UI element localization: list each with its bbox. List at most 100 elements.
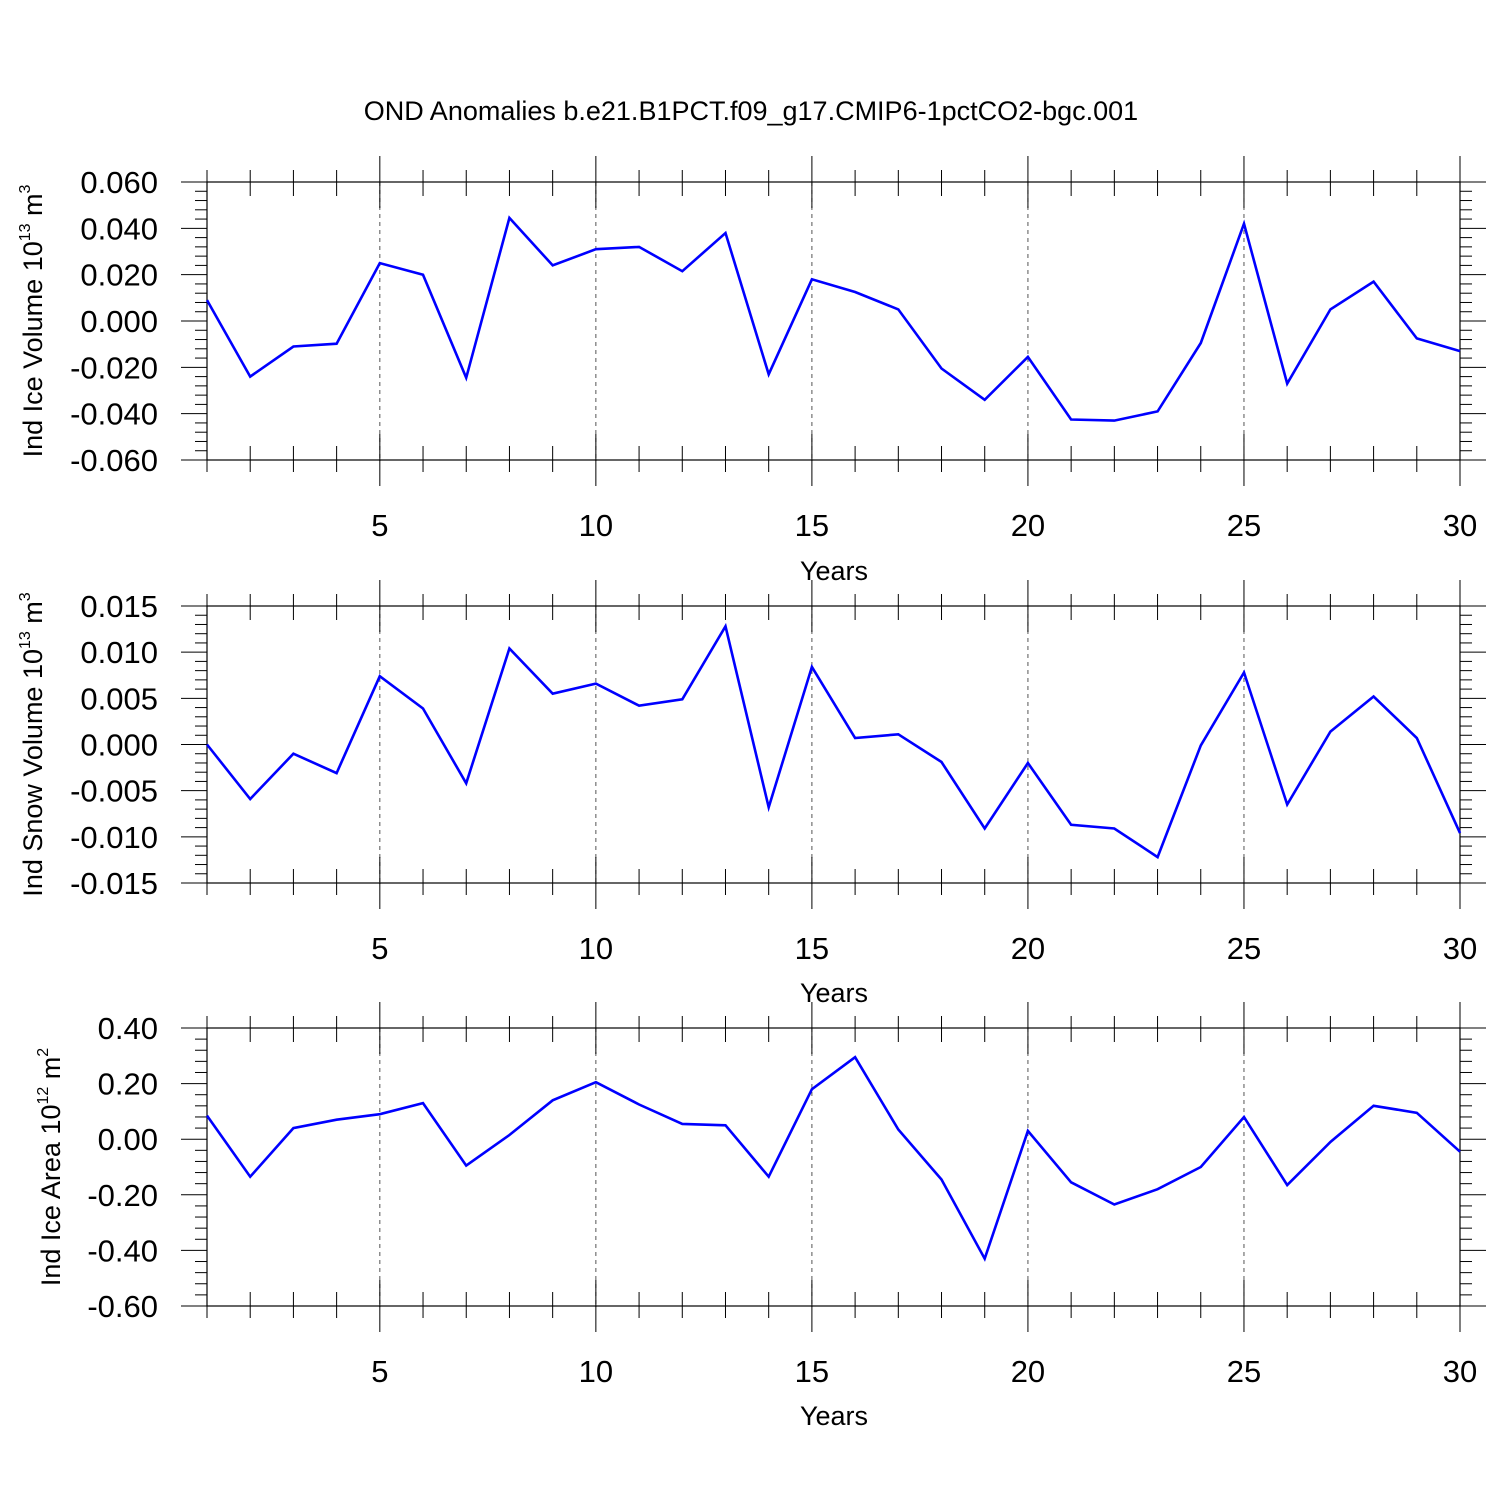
ice-area-x-tick-label: 25 <box>1227 1354 1261 1389</box>
ice-volume-data-point <box>681 270 683 272</box>
ice-area-data-point <box>1200 1166 1202 1168</box>
snow-volume-data-point <box>811 666 813 668</box>
ice-volume-data-point <box>940 367 942 369</box>
ice-volume-data-point <box>335 343 337 345</box>
ice-area-data-point <box>724 1124 726 1126</box>
ice-area-y-tick-label: 0.40 <box>98 1011 158 1046</box>
ice-area-y-axis-title: Ind Ice Area 1012 m2 <box>35 1048 66 1286</box>
ice-area-y-tick-label: -0.20 <box>87 1178 158 1213</box>
ice-volume-data-point <box>767 373 769 375</box>
snow-volume-data-point <box>854 737 856 739</box>
ice-area-y-tick-label: 0.20 <box>98 1067 158 1102</box>
snow-volume-x-tick-label: 20 <box>1011 931 1045 966</box>
ice-volume-data-point <box>551 264 553 266</box>
ice-area-data-point <box>1243 1116 1245 1118</box>
ice-volume-data-point <box>465 377 467 379</box>
ice-area-data-point <box>1070 1181 1072 1183</box>
ice-area-data-point <box>1113 1203 1115 1205</box>
ice-volume-data-point <box>508 217 510 219</box>
snow-volume-y-axis-title-unit-exponent: 3 <box>17 592 34 601</box>
snow-volume-data-point <box>1459 832 1461 834</box>
ice-area-data-point <box>811 1088 813 1090</box>
ice-area-data-point <box>984 1258 986 1260</box>
snow-volume-y-tick-label: -0.010 <box>70 820 158 855</box>
ice-area-data-point <box>292 1127 294 1129</box>
ice-volume-panel: -0.060 -0.040 -0.020 0.000 0.020 0.040 0.060 5 1… <box>17 156 1486 586</box>
ice-volume-data-point <box>1372 280 1374 282</box>
ice-volume-data-point <box>897 308 899 310</box>
snow-volume-data-point <box>551 693 553 695</box>
snow-volume-plot-frame <box>206 605 1461 884</box>
ice-volume-y-axis-title-exponent: 13 <box>17 223 34 241</box>
ice-volume-data-point <box>1027 356 1029 358</box>
ice-area-x-tick-label: 15 <box>795 1354 829 1389</box>
ice-area-data-point <box>897 1128 899 1130</box>
snow-volume-data-point <box>1329 730 1331 732</box>
snow-volume-y-tick-label: 0.010 <box>80 635 158 670</box>
chart-panels: -0.060 -0.040 -0.020 0.000 0.020 0.040 0.060 5 1… <box>17 156 1486 1431</box>
chart-title: OND Anomalies b.e21.B1PCT.f09_g17.CMIP6-… <box>364 96 1138 126</box>
ice-area-data-point <box>1286 1184 1288 1186</box>
snow-volume-data-point <box>724 625 726 627</box>
snow-volume-data-point <box>984 827 986 829</box>
ice-area-data-point <box>854 1056 856 1058</box>
ice-area-data-point <box>940 1178 942 1180</box>
ice-area-x-tick-label: 30 <box>1443 1354 1477 1389</box>
ice-area-data-point <box>681 1123 683 1125</box>
ice-volume-data-point <box>292 345 294 347</box>
ice-volume-data-point <box>811 278 813 280</box>
ice-volume-data-point <box>422 273 424 275</box>
snow-volume-series-line <box>205 622 1462 860</box>
ice-area-data-point <box>1329 1141 1331 1143</box>
ice-volume-y-tick-label: 0.000 <box>80 304 158 339</box>
ice-area-y-tick-label: -0.60 <box>87 1289 158 1324</box>
snow-volume-data-point <box>638 705 640 707</box>
ice-volume-data-point <box>1200 342 1202 344</box>
ice-area-data-point <box>465 1164 467 1166</box>
ice-area-data-point <box>595 1081 597 1083</box>
ice-area-y-tick-label: 0.00 <box>98 1122 158 1157</box>
snow-volume-y-tick-label: 0.015 <box>80 589 158 624</box>
snow-volume-y-tick-label: -0.005 <box>70 774 158 809</box>
snow-volume-data-point <box>1372 695 1374 697</box>
snow-volume-data-point <box>767 806 769 808</box>
ice-volume-x-tick-label: 15 <box>795 508 829 543</box>
ice-volume-y-axis-title-unit-exponent: 3 <box>17 184 34 193</box>
ice-volume-y-tick-label: -0.020 <box>70 350 158 385</box>
snow-volume-data-point <box>1113 827 1115 829</box>
ice-area-data-point <box>1027 1130 1029 1132</box>
ice-volume-y-tick-label: -0.040 <box>70 397 158 432</box>
ice-volume-x-axis-title: Years <box>800 556 868 586</box>
snow-volume-data-point <box>508 647 510 649</box>
snow-volume-data-point <box>465 782 467 784</box>
snow-volume-data-point <box>379 675 381 677</box>
snow-volume-y-tick-label: 0.000 <box>80 728 158 763</box>
ice-area-data-point <box>767 1176 769 1178</box>
ice-area-panel: -0.60 -0.40 -0.20 0.00 0.20 0.40 5 10 15 20 25 30 Ye… <box>35 1002 1486 1431</box>
ice-area-y-axis-title-main: Ind Ice Area 10 <box>36 1105 66 1287</box>
ice-volume-data-point <box>724 232 726 234</box>
ice-volume-data-point <box>1243 223 1245 225</box>
snow-volume-data-point <box>595 682 597 684</box>
snow-volume-y-axis-title-unit: m <box>18 601 48 631</box>
ice-volume-y-tick-label: 0.040 <box>80 211 158 246</box>
snow-volume-data-point <box>681 698 683 700</box>
snow-volume-data-point <box>1286 803 1288 805</box>
ice-area-data-point <box>1156 1188 1158 1190</box>
ice-volume-x-tick-label: 20 <box>1011 508 1045 543</box>
ice-area-y-axis-title-unit-exponent: 2 <box>35 1048 52 1057</box>
ice-area-y-axis-title-exponent: 12 <box>35 1087 52 1105</box>
ice-volume-y-tick-label: -0.060 <box>70 443 158 478</box>
ice-area-data-point <box>508 1134 510 1136</box>
ice-volume-data-point <box>1286 382 1288 384</box>
snow-volume-data-point <box>1156 856 1158 858</box>
ice-area-y-tick-label: -0.40 <box>87 1233 158 1268</box>
ice-area-x-axis-title: Years <box>800 1401 868 1431</box>
ice-volume-data-point <box>595 248 597 250</box>
ice-volume-data-point <box>1329 308 1331 310</box>
snow-volume-data-point <box>1243 671 1245 673</box>
ice-volume-plot-frame <box>206 181 1461 461</box>
ice-area-x-tick-label: 10 <box>579 1354 613 1389</box>
snow-volume-data-point <box>292 753 294 755</box>
